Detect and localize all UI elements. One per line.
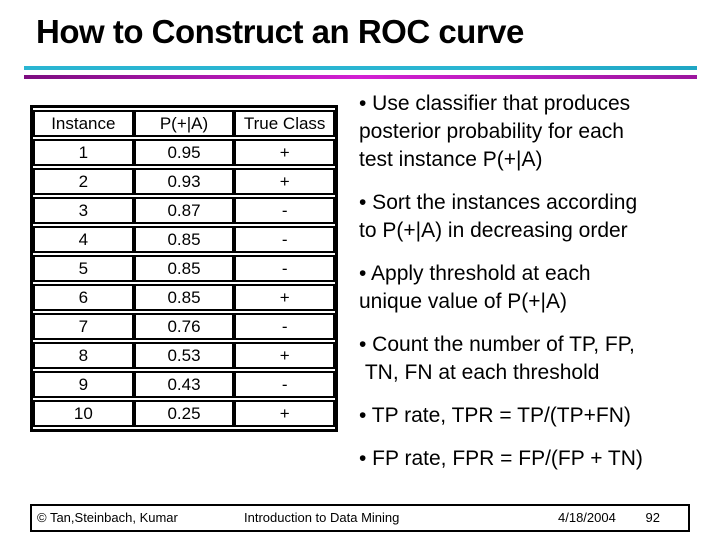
footer-date: 4/18/2004: [558, 510, 616, 525]
true-class-cell: +: [234, 400, 335, 427]
instance-cell: 2: [33, 168, 134, 195]
table-row: 4 0.85-: [33, 226, 335, 253]
table-row: 2 0.93 +: [33, 168, 335, 195]
true-class-cell: +: [234, 139, 335, 166]
true-class-cell: -: [234, 226, 335, 253]
bullet-list: • Use classifier that produces posterior…: [359, 90, 711, 488]
slide-title: How to Construct an ROC curve: [36, 13, 524, 50]
bullet-item: • Count the number of TP, FP, TN, FN at …: [359, 333, 635, 384]
table-header: Instance P(+|A) True Class: [33, 110, 335, 137]
table-row: 7 0.76-: [33, 313, 335, 340]
true-class-cell: -: [234, 313, 335, 340]
table-body: 1 0.95 +2 0.93 +3 0.87-4 0.85-5 0.85-6 0.85 +7 0.7…: [33, 139, 335, 427]
column-header-instance: Instance: [33, 110, 134, 137]
true-class-cell: -: [234, 197, 335, 224]
probability-cell: 0.53: [133, 342, 235, 369]
probability-cell: 0.76: [133, 313, 235, 340]
table-row: 8 0.53 +: [33, 342, 335, 369]
true-class-cell: -: [234, 371, 335, 398]
table-row: 6 0.85 +: [33, 284, 335, 311]
true-class-cell: +: [234, 168, 335, 195]
instance-cell: 3: [33, 197, 134, 224]
probability-cell: 0.25: [133, 400, 235, 427]
probability-cell: 0.87: [133, 197, 235, 224]
bullet-item: • FP rate, FPR = FP/(FP + TN): [359, 447, 643, 470]
table-row: 1 0.95 +: [33, 139, 335, 166]
probability-cell: 0.85: [133, 226, 235, 253]
bullet-item: • Use classifier that produces posterior…: [359, 92, 631, 171]
bullet-item: • TP rate, TPR = TP/(TP+FN): [359, 404, 631, 427]
instance-cell: 6: [33, 284, 134, 311]
instance-cell: 9: [33, 371, 134, 398]
footer-book-title: Introduction to Data Mining: [244, 510, 400, 525]
instance-cell: 4: [33, 226, 134, 253]
probability-cell: 0.85: [133, 284, 235, 311]
true-class-cell: -: [234, 255, 335, 282]
table-row: 5 0.85-: [33, 255, 335, 282]
table-row: 10 0.25 +: [33, 400, 335, 427]
table-row: 9 0.43-: [33, 371, 335, 398]
title-underline-cyan-rule: [24, 66, 697, 70]
bullet-item: • Sort the instances according to P(+|A)…: [359, 191, 638, 242]
column-header-probability: P(+|A): [133, 110, 235, 137]
footer-bar: © Tan,Steinbach, Kumar Introduction to D…: [30, 504, 690, 532]
probability-cell: 0.93: [133, 168, 235, 195]
instance-cell: 8: [33, 342, 134, 369]
probability-cell: 0.95: [133, 139, 235, 166]
instance-cell: 1: [33, 139, 134, 166]
probability-cell: 0.43: [133, 371, 235, 398]
title-underline-magenta-rule: [24, 75, 697, 79]
instance-cell: 10: [33, 400, 134, 427]
instance-probability-table: Instance P(+|A) True Class 1 0.95 +2 0.93 +3…: [30, 105, 338, 432]
footer-copyright: © Tan,Steinbach, Kumar: [37, 510, 178, 525]
column-header-true-class: True Class: [234, 110, 335, 137]
true-class-cell: +: [234, 342, 335, 369]
table-row: 3 0.87-: [33, 197, 335, 224]
instance-cell: 5: [33, 255, 134, 282]
bullet-item: • Apply threshold at each unique value o…: [359, 262, 591, 313]
true-class-cell: +: [234, 284, 335, 311]
probability-cell: 0.85: [133, 255, 235, 282]
footer-page-number: 92: [645, 510, 660, 525]
table-header-row: Instance P(+|A) True Class: [33, 110, 335, 137]
instance-cell: 7: [33, 313, 134, 340]
